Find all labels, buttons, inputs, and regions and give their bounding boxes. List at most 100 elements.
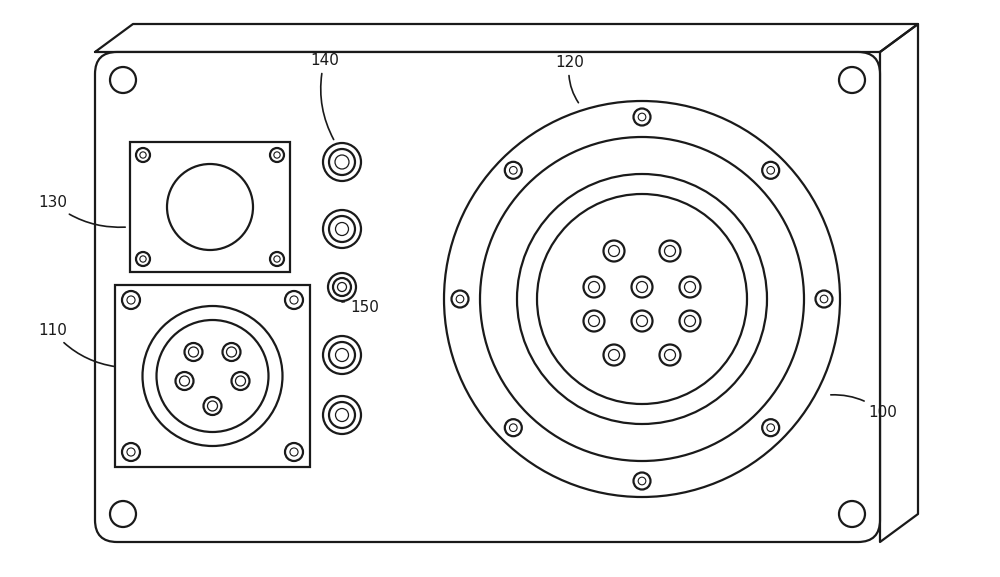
Circle shape [336,223,349,235]
Circle shape [588,316,600,327]
Circle shape [122,291,140,309]
Circle shape [604,241,624,261]
Text: 110: 110 [38,323,115,366]
Circle shape [222,343,240,361]
Circle shape [456,295,464,303]
Circle shape [634,108,650,126]
Circle shape [274,152,280,158]
Circle shape [762,162,779,179]
Circle shape [127,448,135,456]
Circle shape [816,290,832,308]
Circle shape [323,336,361,374]
Circle shape [588,282,600,293]
Circle shape [684,282,696,293]
Circle shape [180,376,190,386]
Circle shape [839,67,865,93]
Circle shape [285,291,303,309]
Circle shape [110,67,136,93]
Circle shape [323,396,361,434]
Circle shape [632,310,652,332]
Circle shape [451,290,468,308]
Bar [130,142,290,272]
Circle shape [140,256,146,262]
Circle shape [664,350,676,361]
Circle shape [509,424,517,432]
Circle shape [285,443,303,461]
Circle shape [270,252,284,266]
Circle shape [156,320,268,432]
Circle shape [290,296,298,304]
Circle shape [584,310,604,332]
Circle shape [505,162,522,179]
Circle shape [204,397,222,415]
Circle shape [762,419,779,436]
Circle shape [638,113,646,121]
Circle shape [323,210,361,248]
Circle shape [127,296,135,304]
Circle shape [270,148,284,162]
Circle shape [660,344,680,365]
Circle shape [684,316,696,327]
Circle shape [537,194,747,404]
Circle shape [638,477,646,485]
Circle shape [637,282,648,293]
Circle shape [820,295,828,303]
Circle shape [480,137,804,461]
Circle shape [208,401,218,411]
Circle shape [680,276,700,298]
Circle shape [328,273,356,301]
Circle shape [444,101,840,497]
Circle shape [143,306,283,446]
Circle shape [335,155,349,169]
Circle shape [338,283,347,291]
Circle shape [236,376,246,386]
Polygon shape [95,24,918,52]
Circle shape [167,164,253,250]
Circle shape [637,316,648,327]
Circle shape [336,349,349,362]
Circle shape [608,350,620,361]
Circle shape [767,167,775,174]
Circle shape [329,342,355,368]
Circle shape [517,174,767,424]
Text: 100: 100 [831,395,897,420]
Circle shape [329,149,355,175]
Text: 150: 150 [342,300,379,315]
Circle shape [608,245,620,257]
Circle shape [329,402,355,428]
Circle shape [680,310,700,332]
Circle shape [584,276,604,298]
Circle shape [660,241,680,261]
Circle shape [136,148,150,162]
Circle shape [274,256,280,262]
Circle shape [140,152,146,158]
Circle shape [110,501,136,527]
Circle shape [333,278,351,296]
Circle shape [232,372,250,390]
FancyBboxPatch shape [587,234,697,364]
Polygon shape [880,24,918,542]
Circle shape [188,347,198,357]
Circle shape [336,409,349,422]
Text: 120: 120 [555,55,584,103]
Circle shape [664,245,676,257]
Circle shape [505,419,522,436]
Bar [115,285,310,467]
Circle shape [767,424,775,432]
Circle shape [226,347,237,357]
Circle shape [839,501,865,527]
Text: 140: 140 [310,53,339,140]
Text: 130: 130 [38,195,125,227]
Circle shape [122,443,140,461]
Circle shape [509,167,517,174]
Circle shape [184,343,202,361]
Circle shape [632,276,652,298]
Circle shape [323,143,361,181]
Circle shape [634,473,650,489]
Circle shape [290,448,298,456]
Circle shape [136,252,150,266]
Circle shape [329,216,355,242]
FancyBboxPatch shape [95,52,880,542]
Circle shape [176,372,194,390]
Circle shape [604,344,624,365]
